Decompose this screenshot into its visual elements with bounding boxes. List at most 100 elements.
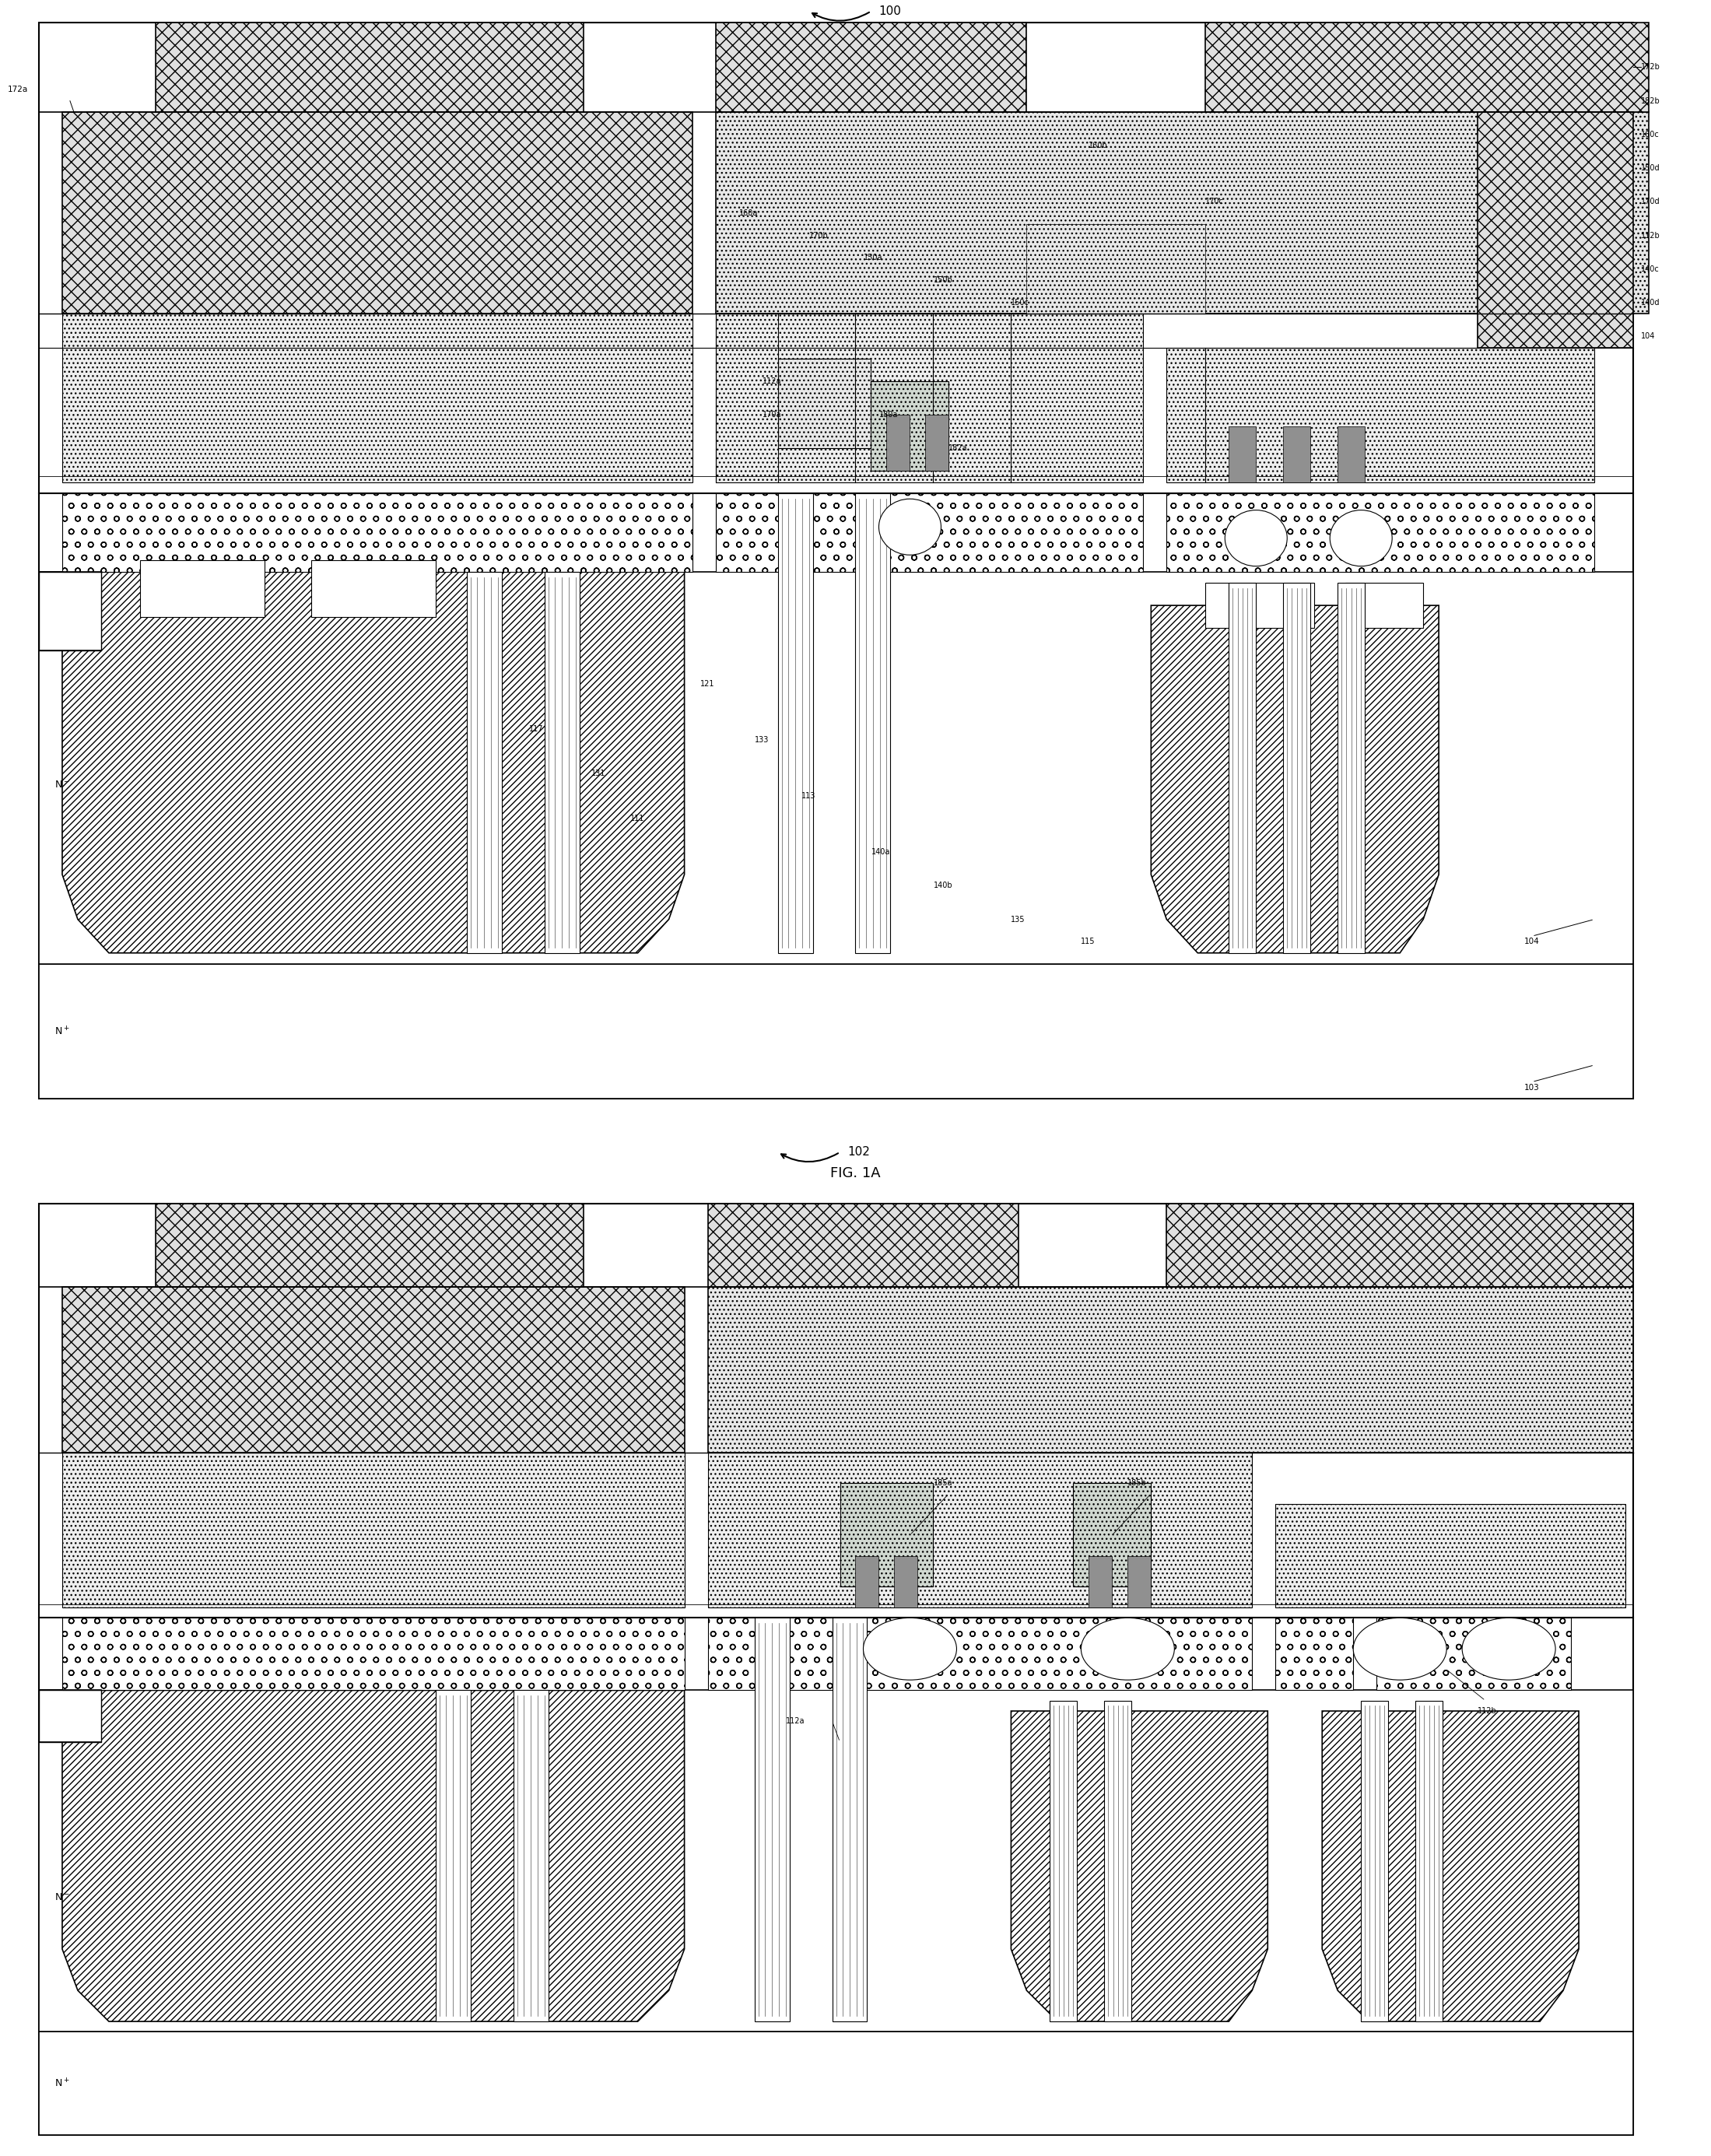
Text: 140a: 140a bbox=[871, 847, 890, 856]
Bar bbox=[1275, 1617, 1353, 1690]
Bar bbox=[1283, 427, 1311, 483]
Bar bbox=[1167, 494, 1595, 571]
Text: 103: 103 bbox=[1525, 1084, 1540, 1091]
Ellipse shape bbox=[1463, 1617, 1555, 1680]
Text: 112a: 112a bbox=[785, 1718, 804, 1725]
Text: 170d: 170d bbox=[1641, 198, 1660, 205]
Bar bbox=[62, 494, 693, 571]
Bar bbox=[779, 494, 813, 953]
Text: 150c: 150c bbox=[1011, 300, 1030, 306]
Bar bbox=[140, 561, 265, 617]
Text: 115: 115 bbox=[1081, 938, 1095, 946]
Ellipse shape bbox=[1225, 511, 1287, 567]
Bar bbox=[1073, 1483, 1152, 1587]
Bar bbox=[1478, 112, 1634, 347]
Ellipse shape bbox=[1081, 1617, 1174, 1680]
Bar bbox=[1104, 1701, 1131, 2022]
Text: 140d: 140d bbox=[1641, 300, 1660, 306]
Bar bbox=[311, 561, 436, 617]
Text: 140c: 140c bbox=[1641, 265, 1660, 274]
Bar bbox=[1228, 427, 1256, 483]
Bar bbox=[1415, 1701, 1442, 2022]
Text: 104: 104 bbox=[1641, 332, 1655, 341]
Bar bbox=[39, 1690, 1634, 2031]
Bar bbox=[62, 1617, 684, 1690]
Bar bbox=[1338, 427, 1365, 483]
Text: 117: 117 bbox=[529, 724, 544, 733]
Bar bbox=[62, 1287, 684, 1453]
Bar bbox=[715, 494, 1143, 571]
Bar bbox=[779, 358, 871, 448]
Text: 185b: 185b bbox=[1128, 1479, 1146, 1488]
Polygon shape bbox=[1152, 606, 1439, 953]
Bar bbox=[1051, 1701, 1078, 2022]
Text: 113: 113 bbox=[801, 791, 816, 800]
Bar bbox=[1338, 582, 1365, 953]
Bar bbox=[39, 571, 101, 651]
Bar bbox=[62, 112, 693, 315]
Bar bbox=[856, 494, 890, 953]
Text: 150a: 150a bbox=[864, 254, 883, 261]
Text: 135: 135 bbox=[1011, 916, 1025, 923]
Text: 185a: 185a bbox=[932, 1479, 953, 1488]
Text: 170b: 170b bbox=[809, 231, 828, 239]
Bar bbox=[436, 1690, 471, 2022]
Bar bbox=[715, 112, 1649, 315]
Text: 172a: 172a bbox=[9, 86, 27, 93]
Bar bbox=[467, 571, 501, 953]
Ellipse shape bbox=[864, 1617, 956, 1680]
Bar bbox=[708, 1203, 1018, 1287]
Bar bbox=[513, 1690, 548, 2022]
Text: 170a: 170a bbox=[761, 412, 782, 418]
Text: 102: 102 bbox=[847, 1147, 871, 1158]
Text: 112b: 112b bbox=[1641, 231, 1660, 239]
Bar bbox=[1345, 582, 1424, 627]
Bar bbox=[895, 1557, 917, 1608]
Text: 112b: 112b bbox=[1478, 1708, 1497, 1714]
Bar bbox=[715, 315, 1143, 483]
Bar bbox=[1377, 1617, 1571, 1690]
Bar bbox=[156, 1203, 583, 1287]
Bar bbox=[1167, 347, 1595, 483]
Text: N$^+$: N$^+$ bbox=[55, 2078, 70, 2089]
Bar bbox=[1275, 1505, 1625, 1608]
Bar bbox=[1360, 1701, 1388, 2022]
Text: N$^-$: N$^-$ bbox=[55, 780, 70, 789]
Text: 100: 100 bbox=[879, 4, 902, 17]
Ellipse shape bbox=[1329, 511, 1393, 567]
Bar bbox=[62, 1453, 684, 1608]
Text: N$^-$: N$^-$ bbox=[55, 1893, 70, 1902]
Bar bbox=[39, 571, 1634, 964]
Bar bbox=[871, 382, 950, 470]
Polygon shape bbox=[1011, 1712, 1268, 2022]
Text: 160a: 160a bbox=[739, 209, 758, 218]
Polygon shape bbox=[1323, 1712, 1579, 2022]
Bar bbox=[840, 1483, 932, 1587]
Text: 182b: 182b bbox=[1641, 97, 1660, 106]
Bar bbox=[39, 1690, 101, 1742]
Bar bbox=[544, 571, 580, 953]
Text: N$^+$: N$^+$ bbox=[55, 1026, 70, 1037]
Polygon shape bbox=[62, 571, 684, 953]
Text: 133: 133 bbox=[755, 735, 768, 744]
Bar bbox=[715, 22, 1027, 112]
Bar bbox=[1228, 582, 1256, 953]
Text: 182a: 182a bbox=[950, 444, 968, 453]
Bar bbox=[1027, 224, 1206, 315]
Text: 104: 104 bbox=[1525, 938, 1540, 946]
Bar bbox=[39, 571, 101, 651]
Bar bbox=[39, 964, 1634, 1100]
Ellipse shape bbox=[879, 498, 941, 554]
Bar bbox=[1206, 582, 1314, 627]
Bar bbox=[62, 315, 693, 483]
Bar bbox=[708, 1617, 1252, 1690]
Text: 111: 111 bbox=[630, 815, 645, 821]
Polygon shape bbox=[62, 1690, 684, 2022]
Ellipse shape bbox=[1353, 1617, 1446, 1680]
Text: 112a: 112a bbox=[761, 377, 782, 386]
Text: 180a: 180a bbox=[879, 412, 898, 418]
Bar bbox=[1088, 1557, 1112, 1608]
Bar bbox=[856, 1557, 879, 1608]
Text: FIG. 1A: FIG. 1A bbox=[830, 1166, 881, 1179]
Bar bbox=[39, 2031, 1634, 2134]
